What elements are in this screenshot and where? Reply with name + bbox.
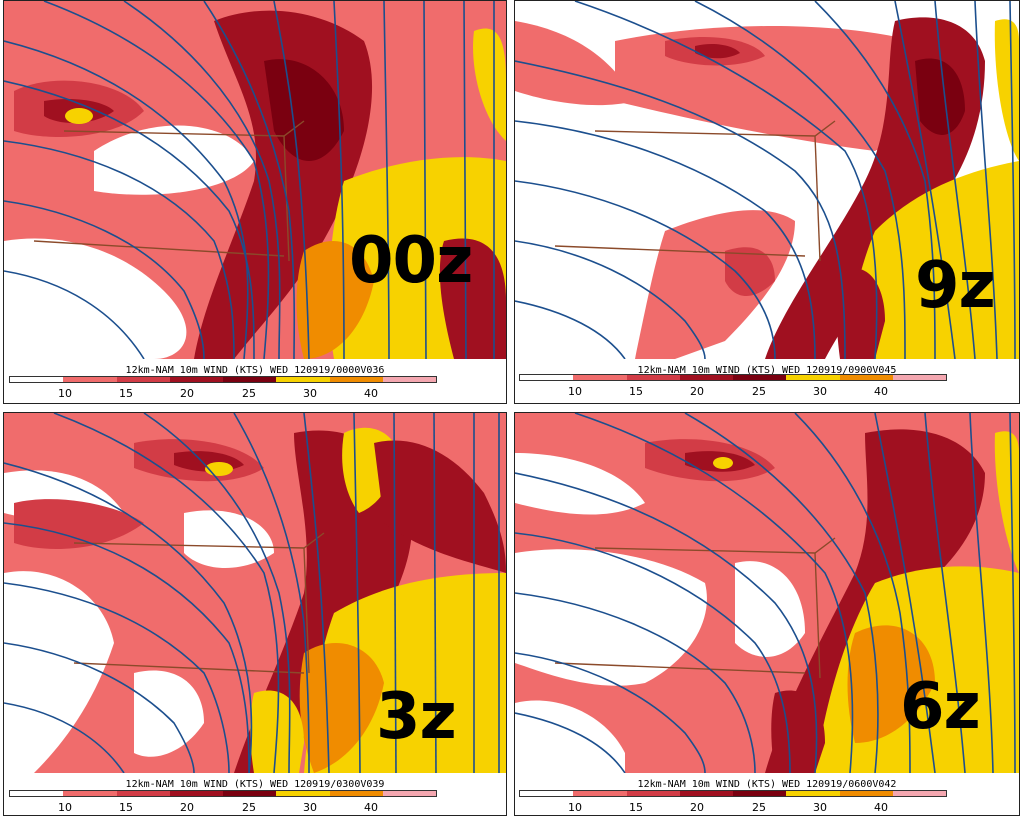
tick-label: 15 bbox=[629, 801, 643, 814]
scale-swatch bbox=[892, 791, 946, 796]
scale-swatch bbox=[276, 791, 330, 796]
tick-label: 25 bbox=[752, 385, 766, 398]
color-scale-9z bbox=[519, 374, 947, 381]
scale-swatch bbox=[169, 377, 223, 382]
tick-label: 25 bbox=[242, 387, 256, 400]
scale-swatch bbox=[116, 377, 170, 382]
tick-label: 20 bbox=[690, 801, 704, 814]
tick-label: 30 bbox=[813, 385, 827, 398]
scale-swatch bbox=[10, 377, 64, 382]
scale-swatch bbox=[169, 791, 223, 796]
map-caption-00z: 12km-NAM 10m WIND (KTS) WED 120919/0000V… bbox=[125, 365, 385, 376]
color-scale-00z bbox=[9, 376, 437, 383]
map-panel-6z: 6z 12km-NAM 10m WIND (KTS) WED 120919/06… bbox=[514, 412, 1020, 816]
scale-swatch bbox=[63, 377, 117, 382]
tick-label: 30 bbox=[813, 801, 827, 814]
tick-label: 15 bbox=[629, 385, 643, 398]
map-panel-9z: 9z 12km-NAM 10m WIND (KTS) WED 120919/09… bbox=[514, 0, 1020, 404]
scale-swatch bbox=[382, 377, 436, 382]
color-scale-3z bbox=[9, 790, 437, 797]
scale-swatch bbox=[626, 375, 680, 380]
map-caption-6z: 12km-NAM 10m WIND (KTS) WED 120919/0600V… bbox=[637, 779, 897, 790]
tick-label: 40 bbox=[364, 801, 378, 814]
scale-swatch bbox=[223, 791, 277, 796]
scale-swatch bbox=[733, 375, 787, 380]
wind-map-00z bbox=[4, 1, 506, 359]
scale-swatch bbox=[329, 377, 383, 382]
scale-swatch bbox=[329, 791, 383, 796]
tick-label: 10 bbox=[568, 801, 582, 814]
map-panel-00z: 00z 12km-NAM 10m WIND (KTS) WED 120919/0… bbox=[3, 0, 507, 404]
scale-swatch bbox=[679, 375, 733, 380]
color-scale-6z bbox=[519, 790, 947, 797]
scale-swatch bbox=[520, 791, 574, 796]
scale-ticks-00z: 10 15 20 25 30 40 bbox=[9, 387, 437, 401]
wind-map-9z bbox=[515, 1, 1019, 359]
tick-label: 15 bbox=[119, 801, 133, 814]
scale-swatch bbox=[223, 377, 277, 382]
scale-swatch bbox=[786, 791, 840, 796]
scale-swatch bbox=[892, 375, 946, 380]
scale-swatch bbox=[839, 791, 893, 796]
scale-swatch bbox=[679, 791, 733, 796]
tick-label: 25 bbox=[752, 801, 766, 814]
scale-ticks-9z: 10 15 20 25 30 40 bbox=[519, 385, 947, 399]
scale-swatch bbox=[63, 791, 117, 796]
scale-swatch bbox=[839, 375, 893, 380]
tick-label: 20 bbox=[180, 387, 194, 400]
tick-label: 40 bbox=[364, 387, 378, 400]
scale-swatch bbox=[733, 791, 787, 796]
tick-label: 30 bbox=[303, 387, 317, 400]
scale-swatch bbox=[786, 375, 840, 380]
scale-ticks-3z: 10 15 20 25 30 40 bbox=[9, 801, 437, 815]
scale-ticks-6z: 10 15 20 25 30 40 bbox=[519, 801, 947, 815]
scale-swatch bbox=[10, 791, 64, 796]
time-label-3z: 3z bbox=[376, 680, 457, 754]
map-caption-3z: 12km-NAM 10m WIND (KTS) WED 120919/0300V… bbox=[125, 779, 385, 790]
scale-swatch bbox=[382, 791, 436, 796]
scale-swatch bbox=[276, 377, 330, 382]
wind-map-6z bbox=[515, 413, 1019, 773]
tick-label: 10 bbox=[58, 801, 72, 814]
scale-swatch bbox=[573, 791, 627, 796]
tick-label: 40 bbox=[874, 801, 888, 814]
wind-map-3z bbox=[4, 413, 506, 773]
map-panel-3z: 3z 12km-NAM 10m WIND (KTS) WED 120919/03… bbox=[3, 412, 507, 816]
time-label-9z: 9z bbox=[915, 249, 996, 323]
tick-label: 20 bbox=[180, 801, 194, 814]
map-caption-9z: 12km-NAM 10m WIND (KTS) WED 120919/0900V… bbox=[637, 365, 897, 376]
scale-swatch bbox=[116, 791, 170, 796]
scale-swatch bbox=[520, 375, 574, 380]
time-label-6z: 6z bbox=[900, 670, 981, 744]
tick-label: 10 bbox=[58, 387, 72, 400]
scale-swatch bbox=[573, 375, 627, 380]
tick-label: 10 bbox=[568, 385, 582, 398]
scale-swatch bbox=[626, 791, 680, 796]
tick-label: 20 bbox=[690, 385, 704, 398]
tick-label: 25 bbox=[242, 801, 256, 814]
tick-label: 30 bbox=[303, 801, 317, 814]
tick-label: 15 bbox=[119, 387, 133, 400]
time-label-00z: 00z bbox=[349, 224, 473, 298]
tick-label: 40 bbox=[874, 385, 888, 398]
